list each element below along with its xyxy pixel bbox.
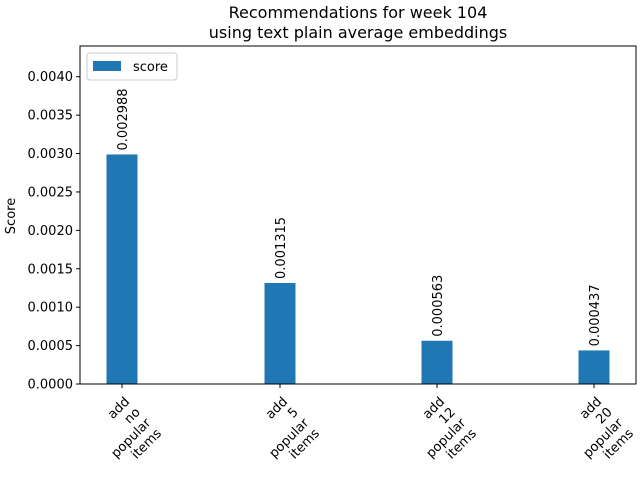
- legend-label: score: [133, 60, 168, 75]
- y-tick-label: 0.0030: [28, 147, 74, 162]
- legend-box: [86, 52, 178, 81]
- y-tick-label: 0.0000: [28, 378, 74, 393]
- y-tick-label: 0.0015: [28, 262, 74, 277]
- chart-title: Recommendations for week 104: [229, 3, 488, 22]
- y-tick-label: 0.0005: [28, 339, 74, 354]
- bar: [106, 154, 138, 384]
- bar: [421, 340, 453, 384]
- y-axis-ticks: 0.0000 0.0005 0.0010 0.0015 0.0020 0.0025 0.00…: [28, 70, 80, 393]
- y-tick-label: 0.0020: [28, 224, 74, 239]
- y-tick-label: 0.0040: [28, 70, 74, 85]
- bar-data-label: 0.000437: [588, 284, 603, 346]
- y-tick-label: 0.0010: [28, 301, 74, 316]
- bar: [578, 350, 610, 384]
- chart-subtitle: using text plain average embeddings: [209, 23, 507, 42]
- legend-swatch: [93, 61, 121, 71]
- plot-frame: [79, 45, 637, 385]
- legend: score: [86, 52, 178, 81]
- bar-data-label: 0.001315: [274, 217, 289, 279]
- y-axis-label: Score: [4, 198, 19, 234]
- y-tick-label: 0.0035: [28, 109, 74, 124]
- bar-data-label: 0.002988: [116, 88, 131, 150]
- bars-group: [106, 154, 610, 384]
- bar: [264, 282, 296, 384]
- data-labels-group: 0.002988 0.001315 0.000563 0.000437: [116, 88, 603, 346]
- y-tick-label: 0.0025: [28, 185, 74, 200]
- bar-data-label: 0.000563: [431, 275, 446, 337]
